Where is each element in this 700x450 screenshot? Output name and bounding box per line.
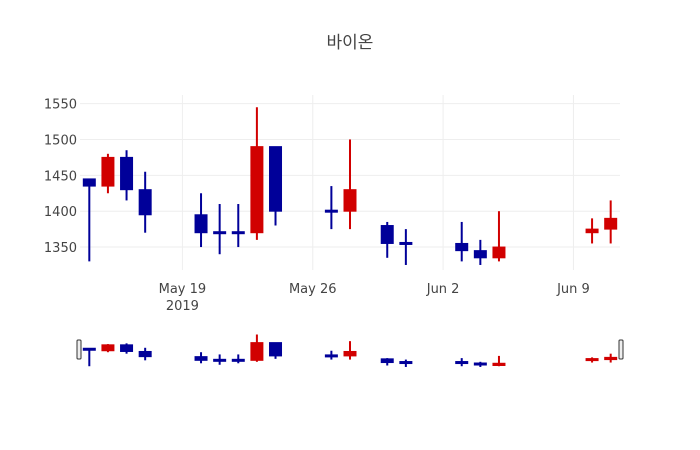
- candle[interactable]: [101, 153, 115, 194]
- candle[interactable]: [604, 200, 618, 244]
- candle[interactable]: [455, 221, 469, 262]
- candle[interactable]: [343, 139, 357, 230]
- candle[interactable]: [380, 358, 394, 366]
- candle[interactable]: [343, 341, 357, 360]
- candle[interactable]: [324, 186, 338, 230]
- y-tick-label: 1350: [44, 241, 77, 256]
- candle[interactable]: [473, 361, 487, 367]
- candle[interactable]: [585, 357, 599, 363]
- candle[interactable]: [213, 204, 227, 255]
- candle[interactable]: [82, 347, 96, 367]
- candle[interactable]: [194, 193, 208, 248]
- candle[interactable]: [120, 343, 134, 354]
- x-axis: May 19 2019 May 26 Jun 2 Jun 9: [159, 282, 590, 314]
- candle[interactable]: [492, 211, 506, 262]
- range-slider[interactable]: [76, 332, 624, 368]
- candle[interactable]: [604, 353, 618, 363]
- x-tick-label: Jun 9: [556, 282, 590, 297]
- chart-title: 바이온: [327, 33, 374, 53]
- candle[interactable]: [269, 342, 283, 359]
- candle[interactable]: [399, 229, 413, 265]
- candle[interactable]: [324, 350, 338, 360]
- candle[interactable]: [138, 171, 152, 233]
- candle[interactable]: [473, 239, 487, 265]
- plot-area[interactable]: [80, 95, 620, 270]
- candle[interactable]: [399, 359, 413, 367]
- candle[interactable]: [269, 146, 283, 226]
- candle[interactable]: [250, 107, 264, 240]
- candle[interactable]: [231, 204, 245, 248]
- x-tick-label: May 26: [289, 282, 337, 297]
- candle[interactable]: [455, 358, 469, 367]
- candle[interactable]: [380, 221, 394, 258]
- candle[interactable]: [82, 178, 96, 262]
- candle[interactable]: [194, 352, 208, 364]
- candle[interactable]: [120, 150, 134, 201]
- range-slider-right-handle[interactable]: [618, 339, 624, 360]
- range-slider-left-handle[interactable]: [76, 339, 82, 360]
- x-tick-year: 2019: [166, 299, 199, 314]
- candle[interactable]: [231, 354, 245, 364]
- candle[interactable]: [213, 354, 227, 365]
- y-tick-label: 1500: [44, 133, 77, 148]
- x-tick-label: May 19: [159, 282, 207, 297]
- y-axis: 1350 1400 1450 1500 1550: [44, 98, 77, 256]
- candle[interactable]: [492, 355, 506, 367]
- candle[interactable]: [585, 218, 599, 244]
- candle[interactable]: [250, 334, 264, 362]
- candle[interactable]: [101, 344, 115, 353]
- y-tick-label: 1550: [44, 98, 77, 113]
- candle[interactable]: [138, 347, 152, 361]
- x-tick-label: Jun 2: [426, 282, 460, 297]
- y-tick-label: 1450: [44, 169, 77, 184]
- y-tick-label: 1400: [44, 205, 77, 220]
